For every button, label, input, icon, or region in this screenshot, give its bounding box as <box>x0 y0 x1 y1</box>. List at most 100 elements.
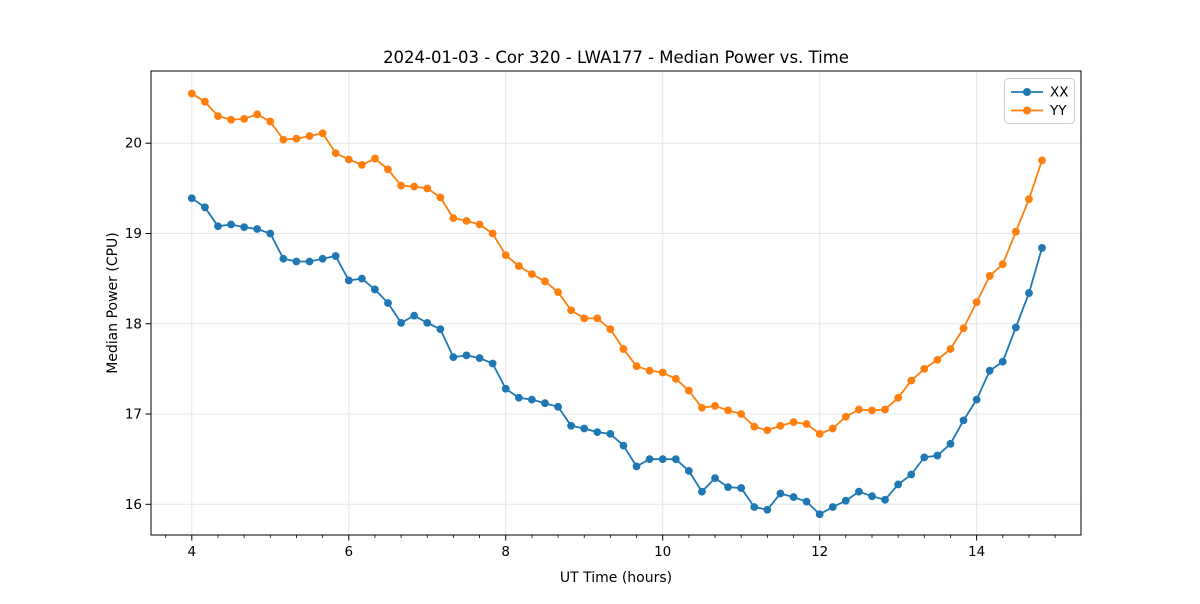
series-xx-point <box>737 484 746 492</box>
series-yy-point <box>580 314 589 323</box>
series-xx-point <box>227 220 235 229</box>
series-xx-point <box>423 318 432 327</box>
x-tick-label: 10 <box>654 544 671 560</box>
series-yy-point <box>436 193 445 202</box>
legend: XX YY <box>1004 78 1075 124</box>
series-yy-point <box>763 426 772 435</box>
series-yy-point <box>724 406 732 415</box>
series-yy-point <box>619 345 628 353</box>
series-yy-point <box>501 251 510 260</box>
series-xx-point <box>933 451 942 460</box>
series-yy-point <box>698 403 706 412</box>
y-tick-label: 18 <box>125 316 142 332</box>
series-xx-point <box>266 229 275 238</box>
series-xx-line <box>191 197 1043 516</box>
series-layer <box>187 89 1046 519</box>
x-axis-label: UT Time (hours) <box>560 570 672 586</box>
series-yy-point <box>1011 227 1020 236</box>
series-xx-point <box>985 366 994 375</box>
x-tick-label: 12 <box>811 544 828 560</box>
series-yy-point <box>711 402 719 410</box>
series-yy-point <box>854 405 863 414</box>
legend-box <box>1004 78 1075 124</box>
series-xx-point <box>253 225 262 233</box>
series-yy-point <box>514 262 523 270</box>
series-yy-point <box>567 306 576 315</box>
grid-layer <box>151 71 1081 535</box>
series-yy-point <box>305 132 314 140</box>
series-xx-point <box>449 353 458 362</box>
series-yy-point <box>488 229 497 238</box>
series-yy-point <box>998 260 1007 269</box>
series-yy-point <box>357 160 366 169</box>
series-yy-point <box>593 314 602 323</box>
series-xx-point <box>684 467 693 475</box>
series-yy-point <box>227 115 235 124</box>
series-xx-point <box>410 311 419 320</box>
series-xx-point <box>1011 323 1020 332</box>
series-yy-line <box>191 92 1043 435</box>
series-yy-point <box>253 110 262 119</box>
series-xx-point <box>711 474 719 483</box>
series-yy-point <box>645 366 654 375</box>
series-yy-point <box>776 421 785 430</box>
series-xx-point <box>828 503 837 511</box>
series-xx-point <box>606 429 615 438</box>
series-yy-point <box>554 288 562 297</box>
series-xx-point <box>671 455 680 464</box>
series-xx-point <box>292 257 301 266</box>
series-yy-point <box>240 114 249 123</box>
axes-layer: 4 6 8 10 12 14 16 17 18 19 20 <box>125 136 1056 560</box>
series-xx-point <box>240 223 249 232</box>
series-xx-point <box>567 421 576 430</box>
legend-label-yy: YY <box>1049 103 1067 119</box>
series-yy-point <box>462 216 471 225</box>
series-yy-point <box>214 112 222 121</box>
series-xx-point <box>488 359 497 368</box>
series-yy-point <box>344 155 353 164</box>
series-xx-point <box>868 492 876 501</box>
series-yy-point <box>868 406 876 415</box>
series-yy-point <box>946 345 955 353</box>
series-xx-point <box>763 505 772 514</box>
series-yy-point <box>684 386 693 395</box>
legend-item-xx: XX <box>1011 85 1069 101</box>
y-axis-label: Median Power (CPU) <box>105 232 121 374</box>
series-yy-point <box>789 418 798 427</box>
series-yy-point <box>907 376 916 385</box>
y-tick-label: 17 <box>125 407 142 423</box>
series-xx-point <box>789 493 798 501</box>
series-xx-point <box>776 489 785 498</box>
series-xx-point <box>462 351 471 360</box>
series-yy-point <box>449 214 458 223</box>
series-yy-point <box>985 272 994 280</box>
series-xx-point <box>279 254 288 263</box>
x-tick-label: 8 <box>501 544 510 560</box>
series-yy-point <box>972 298 981 306</box>
series-xx-point <box>750 503 759 511</box>
series-yy-point <box>828 424 837 433</box>
series-yy-point <box>527 270 536 279</box>
series-xx-point <box>632 462 641 471</box>
series-xx-point <box>841 496 850 505</box>
x-tick-label: 6 <box>344 544 353 560</box>
series-xx-point <box>972 395 981 404</box>
series-yy-point <box>384 165 392 174</box>
legend-item-yy: YY <box>1011 103 1067 119</box>
series-yy-point <box>397 181 406 190</box>
series-xx-point <box>318 254 327 263</box>
series-xx-point <box>881 495 889 504</box>
series-xx-point <box>201 203 209 212</box>
series-yy-point <box>606 325 615 334</box>
series-yy-point <box>815 429 824 438</box>
series-yy-point <box>541 277 549 286</box>
series-xx-point <box>854 487 863 496</box>
series-yy-point <box>632 362 641 371</box>
series-xx-point <box>920 453 929 462</box>
x-tick-label: 14 <box>968 544 985 560</box>
series-yy-point <box>658 368 667 377</box>
series-yy-point <box>423 184 432 193</box>
series-yy-point <box>894 393 903 402</box>
series-xx-point <box>331 252 340 260</box>
